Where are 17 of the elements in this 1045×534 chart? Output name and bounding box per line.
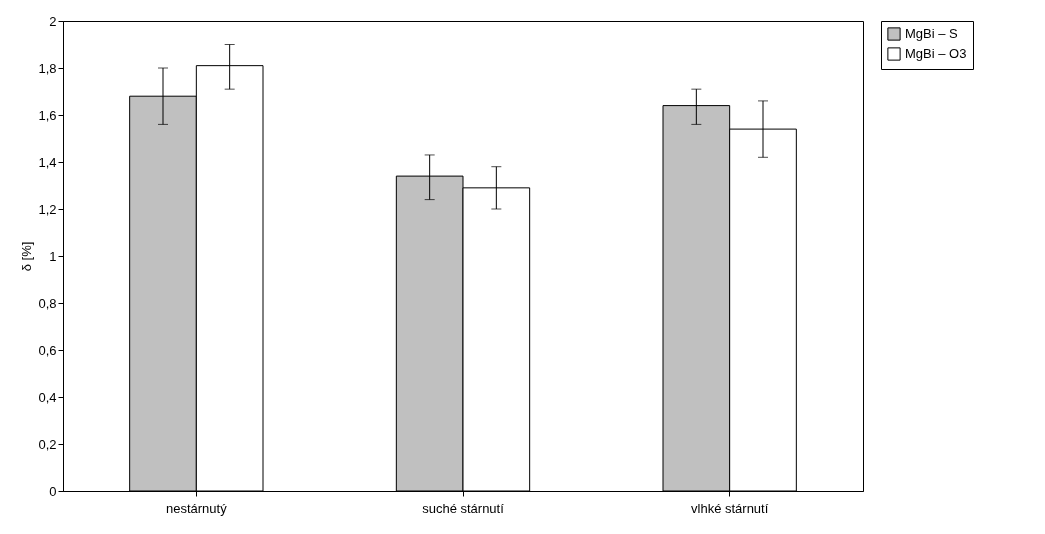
y-tick-label: 0,8	[38, 295, 57, 311]
y-tick-label: 1,2	[38, 201, 57, 217]
y-tick-label: 1,4	[38, 154, 57, 170]
y-tick-label: 1,6	[38, 107, 57, 123]
y-tick-label: 0,2	[38, 436, 57, 452]
legend-label: MgBi – O3	[905, 46, 967, 61]
y-axis-title: δ [%]	[19, 241, 35, 272]
y-tick-label: 1	[49, 248, 57, 264]
y-tick-label: 0,6	[38, 342, 57, 358]
y-tick-label: 1,8	[38, 60, 57, 76]
x-tick-label: vlhké stárnutí	[691, 500, 769, 516]
y-tick-label: 2	[49, 13, 57, 29]
legend-label: MgBi – S	[905, 26, 959, 41]
y-tick-label: 0,4	[38, 389, 57, 405]
x-tick-label: nestárnutý	[165, 500, 228, 516]
y-tick-label: 0	[49, 483, 57, 499]
x-tick-label: suché stárnutí	[422, 500, 505, 516]
